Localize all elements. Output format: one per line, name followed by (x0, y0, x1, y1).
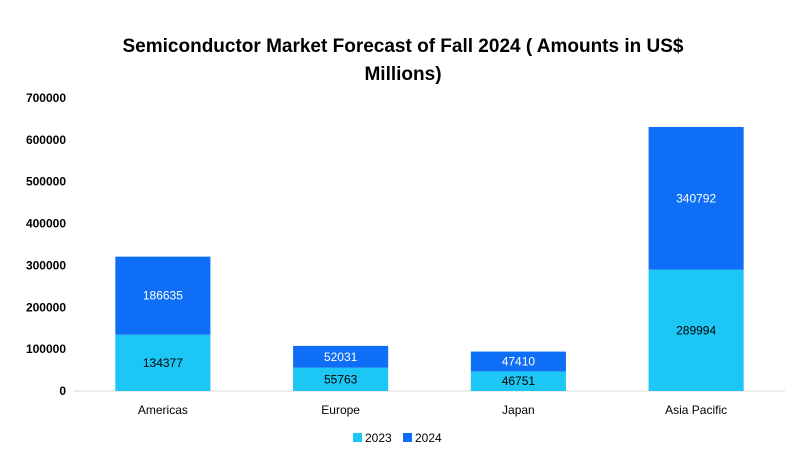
y-tick-label: 300000 (26, 258, 66, 272)
bar-segment-2023-americas (115, 334, 211, 391)
bars: 134377 186635 55763 52031 46751 47410 289994 34… (115, 126, 744, 391)
x-category-label: Japan (502, 403, 535, 417)
y-tick-label: 0 (59, 384, 66, 398)
bar-segment-2024-japan (470, 351, 566, 372)
data-label: 52031 (324, 350, 358, 364)
x-category-label: Asia Pacific (665, 403, 727, 417)
y-tick-label: 500000 (26, 175, 66, 189)
chart-title-line-2: Millions) (364, 64, 441, 85)
bar-segment-2023-europe (293, 367, 389, 391)
x-category-label: Europe (321, 403, 360, 417)
y-tick-label: 400000 (26, 217, 66, 231)
y-tick-label: 100000 (26, 342, 66, 356)
chart-title-line-1: Semiconductor Market Forecast of Fall 20… (123, 36, 684, 57)
legend-swatch-2024 (403, 433, 412, 442)
legend-swatch-2023 (353, 433, 362, 442)
data-label: 55763 (324, 372, 358, 386)
legend-label-2024: 2024 (415, 431, 442, 445)
data-label: 46751 (502, 374, 536, 388)
legend: 2023 2024 (353, 431, 442, 445)
legend-label-2023: 2023 (365, 431, 392, 445)
bar-segment-2024-americas (115, 256, 211, 335)
data-label: 47410 (502, 355, 536, 369)
bar-segment-2024-europe (293, 345, 389, 368)
x-category-label: Americas (138, 403, 188, 417)
data-label: 134377 (143, 356, 183, 370)
y-axis: 0 100000 200000 300000 400000 500000 600000 700… (26, 91, 66, 398)
bar-segment-2023-japan (470, 371, 566, 391)
data-label: 186635 (143, 289, 183, 303)
x-axis-categories: Americas Europe Japan Asia Pacific (138, 403, 727, 417)
bar-segment-2024-asia-pacific (648, 126, 744, 270)
y-tick-label: 200000 (26, 300, 66, 314)
bar-segment-2023-asia-pacific (648, 269, 744, 391)
data-label: 340792 (676, 191, 716, 205)
y-tick-label: 600000 (26, 133, 66, 147)
y-tick-label: 700000 (26, 91, 66, 105)
data-label: 289994 (676, 323, 716, 337)
